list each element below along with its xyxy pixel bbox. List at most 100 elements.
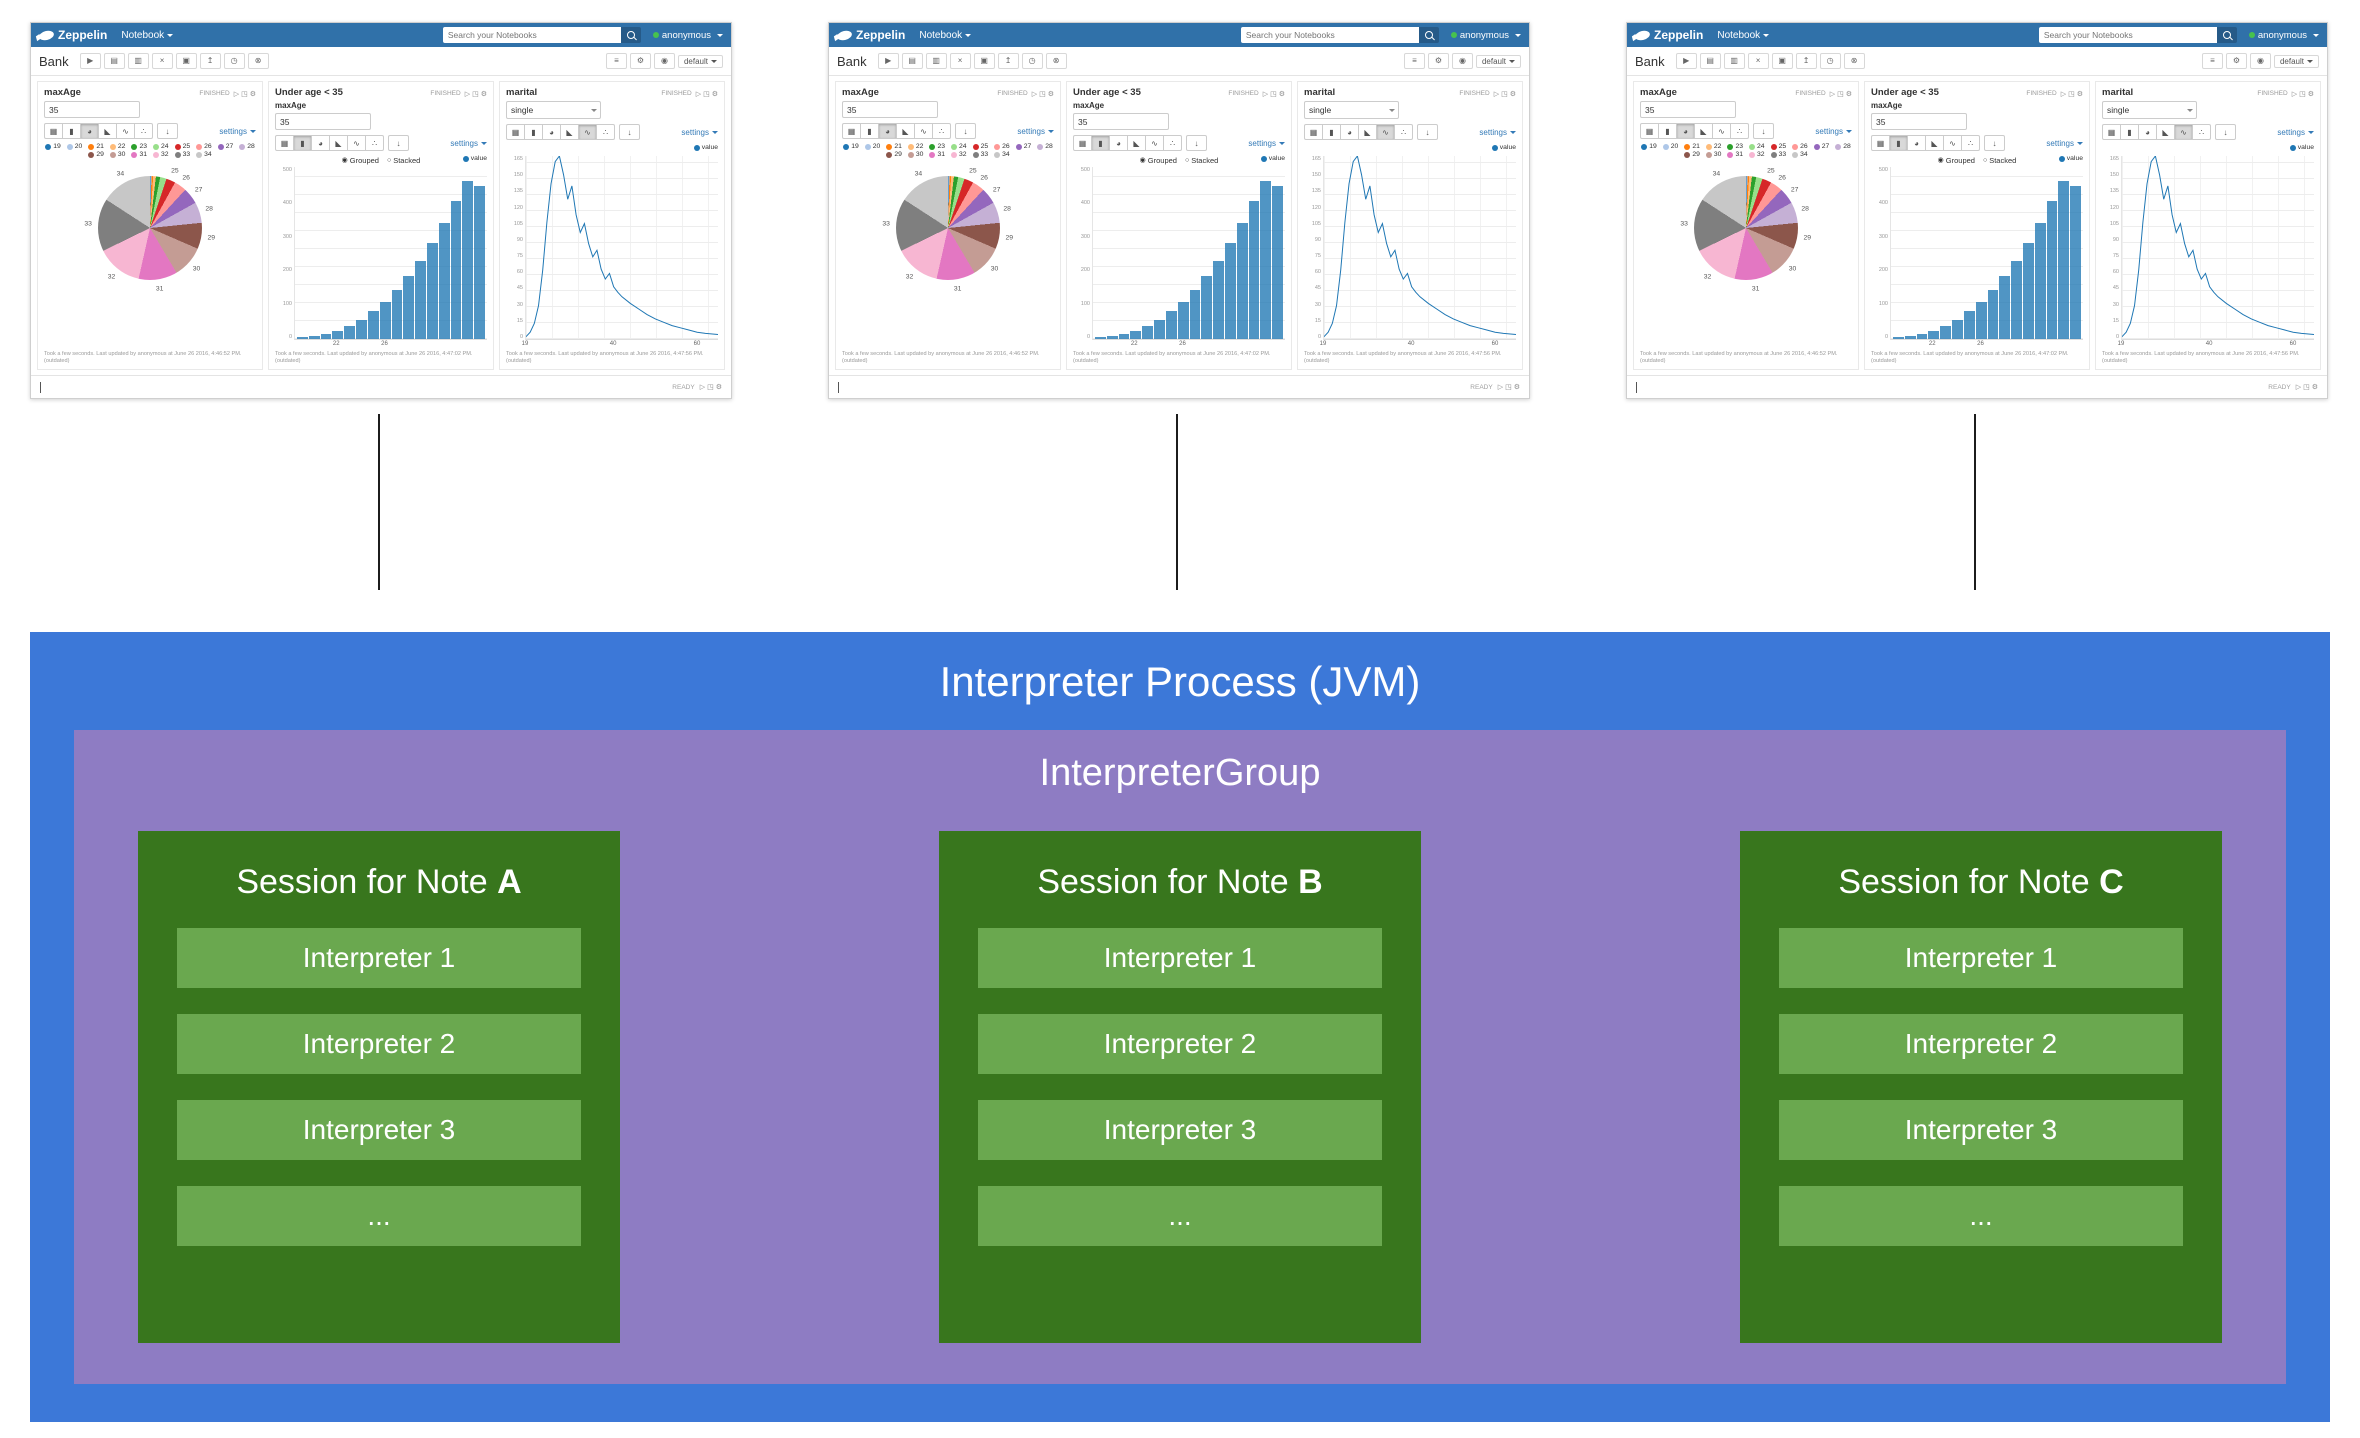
series-legend[interactable]: value [1260,155,1285,162]
run-icon[interactable]: ▷ [2060,90,2067,98]
line-chart-button[interactable]: ∿ [1377,124,1395,140]
series-legend[interactable]: value [462,155,487,162]
legend-item[interactable]: 20 [66,143,82,150]
gear-icon[interactable]: ⚙ [2076,90,2083,98]
interpreter-default-button[interactable]: default [2273,54,2319,68]
legend-item[interactable]: 19 [1641,143,1657,150]
maxage-input[interactable] [842,101,938,118]
user-menu[interactable]: anonymous [1450,30,1521,41]
legend-item[interactable]: 22 [1705,143,1721,150]
gear-icon[interactable]: ⚙ [2225,53,2247,69]
marital-select[interactable]: single [1304,101,1399,119]
legend-item[interactable]: 22 [907,143,923,150]
run-icon[interactable]: ▷ [2291,90,2298,98]
bar-chart-button[interactable]: ▮ [525,124,543,140]
note-title[interactable]: Bank [837,53,867,69]
download-button[interactable]: ↓ [157,123,178,139]
fullscreen-icon[interactable]: ◳ [472,90,479,98]
fullscreen-icon[interactable]: ◳ [707,384,714,391]
series-legend[interactable]: value [693,144,718,151]
fullscreen-icon[interactable]: ◳ [703,90,710,98]
legend-item[interactable]: 33 [1770,151,1786,158]
area-chart-button[interactable]: ◣ [1695,123,1713,139]
legend-item[interactable]: 30 [907,151,923,158]
legend-item[interactable]: 28 [1037,143,1053,150]
bar-chart-button[interactable]: ▮ [1890,135,1908,151]
pie-chart-button[interactable]: ◕ [1110,135,1128,151]
line-chart-button[interactable]: ∿ [1944,135,1962,151]
gear-icon[interactable]: ⚙ [1845,90,1852,98]
settings-link[interactable]: settings [1479,128,1516,137]
settings-link[interactable]: settings [1248,139,1285,148]
remove-note-icon[interactable]: ⊗ [1843,53,1865,69]
gear-icon[interactable]: ⚙ [711,90,718,98]
legend-item[interactable]: 24 [153,143,169,150]
download-button[interactable]: ↓ [1753,123,1774,139]
series-legend[interactable]: value [2058,155,2083,162]
run-icon[interactable]: ▷ [1031,90,1038,98]
run-icon[interactable]: ▷ [1829,90,1836,98]
table-button[interactable]: ▦ [44,123,63,139]
show-hide-output-icon[interactable]: ▥ [127,53,149,69]
table-button[interactable]: ▦ [275,135,294,151]
series-legend[interactable]: value [1491,144,1516,151]
export-note-icon[interactable]: ↥ [199,53,221,69]
zeppelin-brand[interactable]: Zeppelin [1634,28,1703,42]
pie-chart-button[interactable]: ◕ [81,123,99,139]
legend-item[interactable]: 25 [972,143,988,150]
legend-item[interactable]: 28 [1835,143,1851,150]
legend-item[interactable]: 23 [131,143,147,150]
gear-icon[interactable]: ⚙ [249,90,256,98]
legend-item[interactable]: 32 [951,151,967,158]
legend-item[interactable]: 25 [174,143,190,150]
scatter-chart-button[interactable]: ∴ [1731,123,1749,139]
marital-select[interactable]: single [2102,101,2197,119]
show-hide-output-icon[interactable]: ▥ [1723,53,1745,69]
line-chart-button[interactable]: ∿ [1146,135,1164,151]
legend-item[interactable]: 29 [1684,151,1700,158]
series-legend[interactable]: value [2289,144,2314,151]
list-icon[interactable]: ≡ [605,53,627,69]
pie-chart-button[interactable]: ◕ [879,123,897,139]
pie-chart-button[interactable]: ◕ [543,124,561,140]
scatter-chart-button[interactable]: ∴ [1164,135,1182,151]
user-menu[interactable]: anonymous [2248,30,2319,41]
scatter-chart-button[interactable]: ∴ [1962,135,1980,151]
area-chart-button[interactable]: ◣ [1359,124,1377,140]
legend-item[interactable]: 21 [88,143,104,150]
grouped-radio[interactable]: ◉ Grouped [1938,156,1975,165]
grouped-radio[interactable]: ◉ Grouped [342,156,379,165]
pie-chart-button[interactable]: ◕ [2139,124,2157,140]
scheduler-icon[interactable]: ◷ [1819,53,1841,69]
line-chart-button[interactable]: ∿ [117,123,135,139]
table-button[interactable]: ▦ [2102,124,2121,140]
pie-chart-button[interactable]: ◕ [312,135,330,151]
run-icon[interactable]: ▷ [1493,90,1500,98]
fullscreen-icon[interactable]: ◳ [2299,90,2306,98]
download-button[interactable]: ↓ [1984,135,2005,151]
line-chart-button[interactable]: ∿ [2175,124,2193,140]
scatter-chart-button[interactable]: ∴ [933,123,951,139]
clear-output-icon[interactable]: × [1747,53,1769,69]
editor-cursor[interactable] [1636,381,1637,393]
scatter-chart-button[interactable]: ∴ [135,123,153,139]
gear-icon[interactable]: ⚙ [2307,90,2314,98]
bar-chart-button[interactable]: ▮ [1323,124,1341,140]
legend-item[interactable]: 31 [929,151,945,158]
legend-item[interactable]: 32 [153,151,169,158]
editor-cursor[interactable] [838,381,839,393]
area-chart-button[interactable]: ◣ [897,123,915,139]
maxage-input[interactable] [1640,101,1736,118]
notebook-menu[interactable]: Notebook [1717,30,1770,41]
clear-output-icon[interactable]: × [949,53,971,69]
search-input[interactable] [442,27,621,43]
grouped-radio[interactable]: ◉ Grouped [1140,156,1177,165]
legend-item[interactable]: 24 [1749,143,1765,150]
run-icon[interactable]: ▷ [1497,384,1504,391]
area-chart-button[interactable]: ◣ [1128,135,1146,151]
bar-chart-button[interactable]: ▮ [1659,123,1677,139]
legend-item[interactable]: 26 [994,143,1010,150]
bar-chart-button[interactable]: ▮ [294,135,312,151]
clone-note-icon[interactable]: ▣ [1771,53,1793,69]
download-button[interactable]: ↓ [619,124,640,140]
